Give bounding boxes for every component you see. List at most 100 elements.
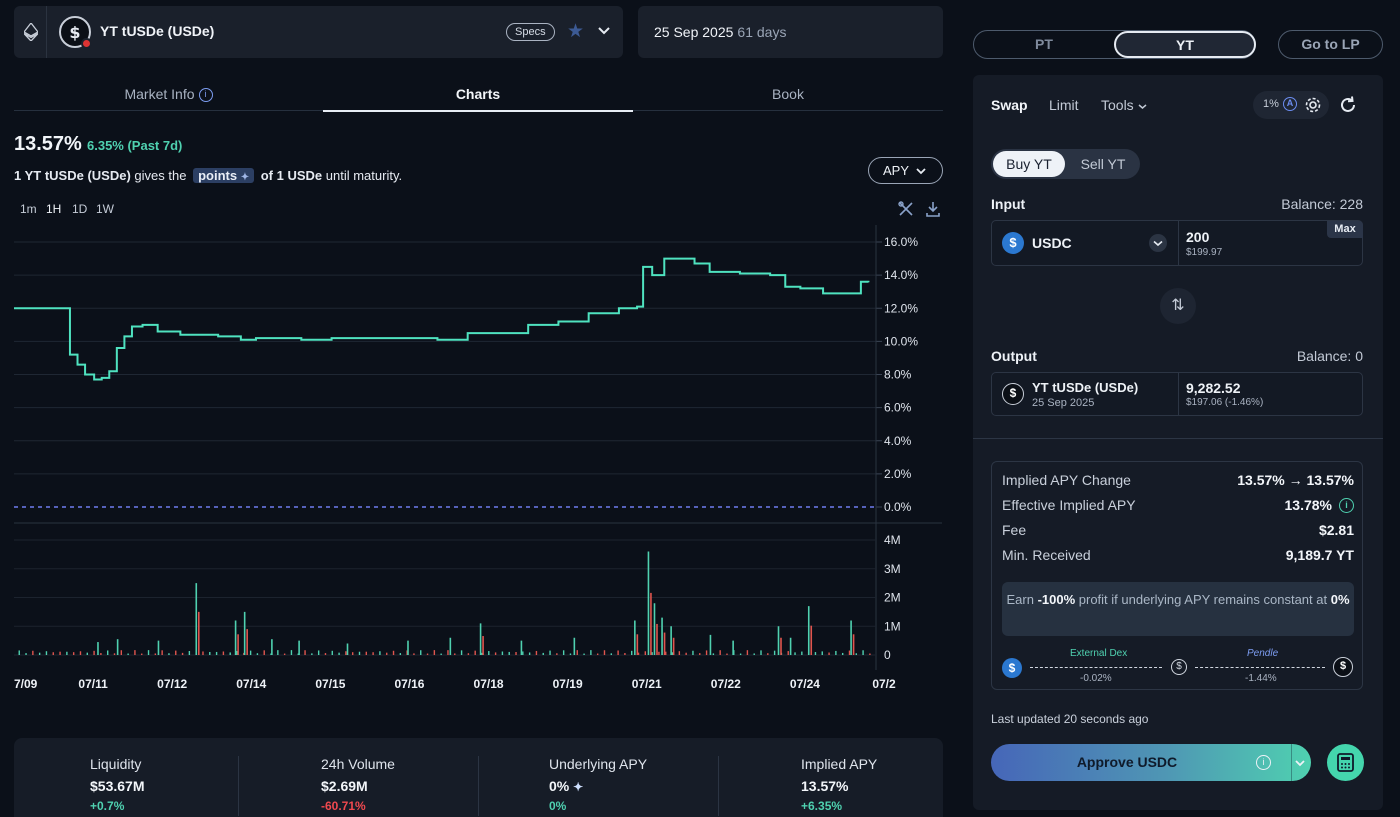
volume-bar (636, 634, 639, 655)
volume-bar (672, 637, 675, 655)
volume-bar (141, 653, 143, 655)
max-button[interactable]: Max (1327, 221, 1363, 238)
volume-bar (263, 650, 265, 655)
y-axis: 16.0% 14.0% 12.0% 10.0% 8.0% 6.0% 4.0% 2.0% 0.0% (14, 225, 942, 670)
volume-bar (651, 652, 653, 655)
info-icon[interactable]: i (1256, 755, 1271, 770)
volume-bar (801, 651, 803, 655)
volume-bar (542, 652, 544, 655)
volume-bar (100, 653, 102, 655)
volume-bar (420, 650, 422, 655)
input-amount[interactable]: 200 (1186, 229, 1210, 245)
timeframe-1h[interactable]: 1H (46, 202, 62, 216)
y-tick-label: 4.0% (884, 434, 912, 448)
detail-effective-implied-apy: Effective Implied APY 13.78% i (1002, 497, 1354, 515)
points-badge[interactable]: points ✦ (193, 168, 255, 183)
maturity-date: 25 Sep 2025 (654, 24, 734, 40)
volume-bar (719, 650, 721, 655)
sparkle-icon: ✦ (240, 172, 250, 183)
buy-yt-button[interactable]: Buy YT (993, 151, 1065, 177)
token-dropdown-button[interactable] (1149, 234, 1167, 252)
volume-bar (277, 650, 279, 655)
chart-metric-select[interactable]: APY (868, 157, 943, 184)
chevron-down-icon (916, 168, 926, 175)
volume-bar (610, 653, 612, 655)
volume-bar (663, 632, 666, 655)
volume-bar (780, 637, 782, 655)
volume-bar (631, 650, 633, 655)
volume-bar (862, 650, 864, 655)
volume-bar (86, 652, 88, 655)
tab-tools[interactable]: Tools (1101, 97, 1147, 113)
refresh-icon[interactable] (1337, 94, 1359, 116)
volume-bar (661, 617, 663, 655)
download-icon[interactable] (924, 200, 942, 218)
timeframe-1d[interactable]: 1D (72, 202, 88, 216)
volume-bar (197, 611, 200, 655)
x-axis: 7/09 07/11 07/12 07/14 07/15 07/16 07/18 07/19 0… (14, 677, 896, 691)
yt-token-logo: $ (1333, 657, 1353, 677)
stat-implied-apy: Implied APY 13.57% +6.35% (801, 756, 878, 813)
tab-swap[interactable]: Swap (991, 97, 1028, 113)
market-selector[interactable]: $ YT tUSDe (USDe) Specs ★ (14, 6, 623, 58)
volume-bar (399, 653, 402, 655)
timeframe-1w[interactable]: 1W (96, 202, 114, 216)
volume-bar (25, 653, 27, 655)
swap-direction-icon[interactable]: ⇅ (1160, 288, 1196, 324)
y-tick-label: 16.0% (884, 235, 918, 249)
tab-charts[interactable]: Charts (455, 86, 501, 102)
volume-bar (338, 652, 340, 655)
chain-selector[interactable] (14, 6, 47, 58)
approve-usdc-button[interactable]: Approve USDC i (991, 744, 1311, 781)
volume-bar (116, 639, 119, 655)
volume-bar (345, 651, 347, 655)
chevron-down-icon[interactable] (594, 20, 614, 40)
volume-bar (134, 650, 136, 655)
chevron-down-icon[interactable] (1292, 755, 1308, 771)
output-box: $ YT tUSDe (USDe) 25 Sep 2025 9,282.52 $… (991, 372, 1363, 416)
volume-bar (331, 650, 333, 655)
tab-market-info[interactable]: Market Info i (14, 86, 323, 110)
volume-bar (175, 650, 177, 655)
pt-toggle-button[interactable]: PT (1035, 36, 1053, 52)
usde-icon: $ (1171, 659, 1187, 675)
volume-bar (406, 650, 408, 655)
yt-toggle-button[interactable]: YT (1114, 31, 1256, 58)
slippage-settings[interactable]: 1% A (1253, 91, 1329, 119)
sell-yt-button[interactable]: Sell YT (1080, 156, 1126, 172)
volume-bar (467, 653, 470, 655)
active-tab-indicator (323, 110, 633, 112)
volume-bar (520, 640, 523, 655)
timeframe-1m[interactable]: 1m (20, 202, 37, 216)
volume-bar (311, 653, 313, 655)
volume-bar (127, 653, 129, 655)
detail-implied-apy-change: Implied APY Change 13.57% → 13.57% (1002, 472, 1354, 488)
favorite-star-icon[interactable]: ★ (567, 21, 585, 42)
go-to-lp-button[interactable]: Go to LP (1278, 30, 1383, 59)
volume-bar (59, 651, 61, 655)
volume-bar (501, 651, 504, 655)
volume-bar (161, 650, 163, 655)
tab-limit[interactable]: Limit (1049, 97, 1079, 113)
apy-change-7d: 6.35% (Past 7d) (87, 138, 183, 153)
info-icon[interactable]: i (1339, 498, 1354, 513)
volume-bar (154, 653, 157, 655)
volume-bar (283, 653, 286, 655)
chart-grid (14, 241, 876, 475)
volume-bar (726, 653, 728, 655)
calculator-button[interactable] (1327, 744, 1364, 781)
apy-chart[interactable]: 16.0% 14.0% 12.0% 10.0% 8.0% 6.0% 4.0% 2.0% 0.0%… (0, 225, 960, 695)
output-usd-value: $197.06 (-1.46%) (1186, 397, 1264, 408)
volume-bar (290, 650, 293, 655)
volume-bar (685, 652, 687, 655)
volume-bar (634, 620, 636, 655)
x-tick-label: 07/16 (394, 677, 424, 691)
specs-button[interactable]: Specs (506, 23, 555, 41)
detail-fee: Fee $2.81 (1002, 522, 1354, 538)
drawing-tools-icon[interactable] (897, 200, 915, 218)
tab-book[interactable]: Book (772, 86, 804, 102)
volume-tick-label: 2M (884, 591, 901, 605)
y-tick-label: 8.0% (884, 368, 912, 382)
volume-bar (692, 650, 694, 655)
input-token-selector[interactable]: $ (1002, 232, 1024, 254)
